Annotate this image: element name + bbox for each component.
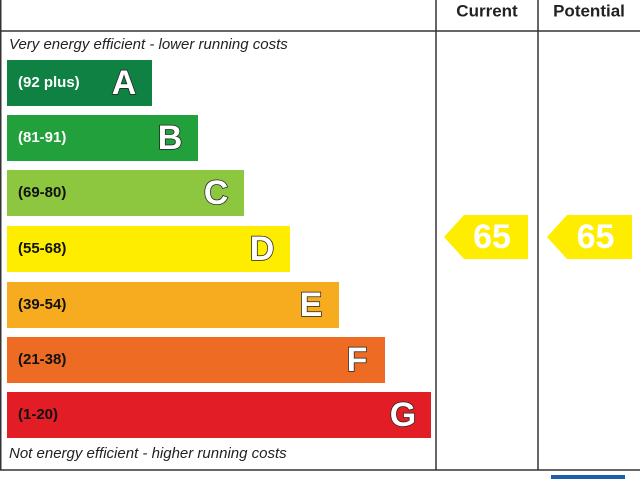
band-letter: D [250,230,275,268]
band-bar [7,282,339,328]
current-header: Current [456,1,518,20]
band-letter: B [158,119,183,157]
band-range: (21-38) [18,351,66,368]
band-range: (92 plus) [18,74,80,91]
potential-arrow [547,215,632,259]
band-letter: F [347,341,368,379]
band-letter: E [300,286,323,324]
band-bar [7,226,290,272]
tab-edge [551,475,625,479]
band-range: (69-80) [18,184,66,201]
band-bar [7,60,152,106]
band-range: (39-54) [18,296,66,313]
bottom-note: Not energy efficient - higher running co… [9,445,287,462]
band-range: (1-20) [18,406,58,423]
band-letter: G [390,396,416,434]
potential-header: Potential [553,1,625,20]
band-bar [7,337,385,383]
band-bar [7,392,431,438]
band-range: (55-68) [18,240,66,257]
current-score: 65 [473,218,511,256]
potential-score: 65 [577,218,615,256]
band-letter: A [112,64,137,102]
band-range: (81-91) [18,129,66,146]
band-bar [7,115,198,161]
current-arrow [444,215,528,259]
band-letter: C [204,174,229,212]
top-note: Very energy efficient - lower running co… [9,36,288,53]
band-bar [7,170,244,216]
